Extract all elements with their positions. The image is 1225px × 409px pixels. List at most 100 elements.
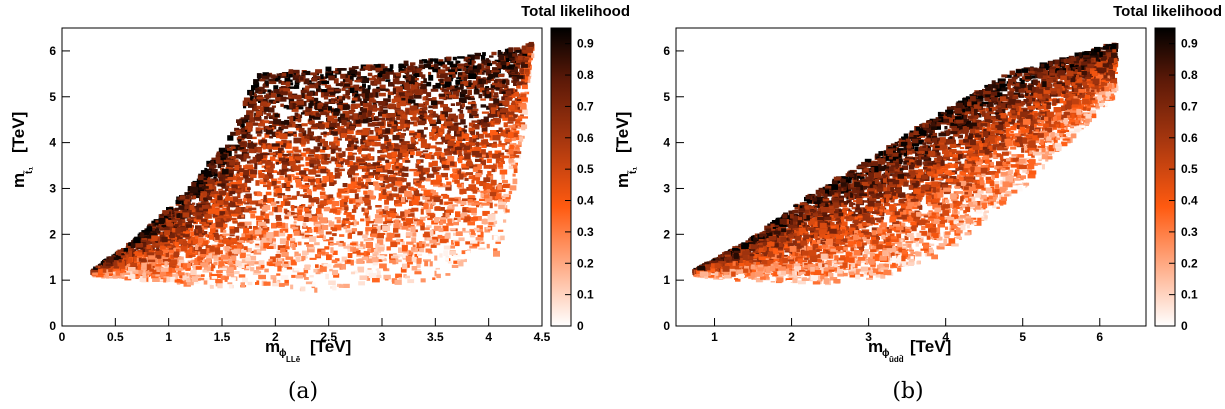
heatmap-cell: [480, 68, 488, 71]
heatmap-cell: [377, 247, 385, 252]
heatmap-cell: [200, 249, 207, 254]
heatmap-cell: [224, 276, 229, 282]
heatmap-cell: [253, 94, 257, 98]
heatmap-cell: [353, 173, 359, 176]
heatmap-cell: [373, 78, 382, 85]
heatmap-cell: [355, 197, 363, 203]
heatmap-cell: [256, 216, 264, 221]
heatmap-cell: [513, 151, 522, 154]
heatmap-cell: [238, 141, 246, 145]
heatmap-cell: [442, 194, 450, 199]
heatmap-cell: [438, 228, 444, 233]
heatmap-cell: [177, 220, 183, 226]
heatmap-cell: [379, 106, 384, 112]
heatmap-cell: [201, 177, 208, 180]
heatmap-cell: [352, 92, 357, 97]
heatmap-cell: [366, 252, 370, 256]
heatmap-cell: [404, 275, 410, 279]
heatmap-cell: [376, 172, 380, 176]
heatmap-cell: [277, 177, 285, 180]
heatmap-cell: [473, 89, 480, 95]
heatmap-cell: [272, 115, 278, 120]
heatmap-cell: [407, 144, 415, 148]
heatmap-cell: [195, 266, 202, 270]
heatmap-cell: [270, 75, 278, 78]
heatmap-cell: [291, 274, 296, 278]
heatmap-cell: [426, 201, 432, 205]
heatmap-cell: [272, 76, 281, 82]
heatmap-cell: [210, 227, 217, 230]
heatmap-cell: [258, 260, 265, 266]
heatmap-cell: [127, 245, 131, 249]
heatmap-cell: [306, 91, 314, 96]
heatmap-cell: [483, 194, 490, 199]
heatmap-cell: [175, 228, 181, 234]
heatmap-cell: [276, 273, 281, 276]
heatmap-cell: [235, 189, 243, 193]
heatmap-cell: [488, 175, 493, 180]
heatmap-cell: [362, 154, 366, 157]
heatmap-cell: [498, 74, 505, 78]
heatmap-cell: [520, 69, 527, 72]
heatmap-cell: [417, 253, 423, 256]
heatmap-cell: [250, 177, 254, 181]
heatmap-cell: [152, 278, 160, 282]
heatmap-cell: [230, 131, 238, 136]
heatmap-cell: [246, 254, 251, 257]
heatmap-cell: [339, 234, 345, 237]
heatmap-cell: [281, 139, 287, 146]
heatmap-cell: [169, 224, 177, 231]
heatmap-cell: [464, 68, 469, 74]
heatmap-cell: [259, 127, 265, 130]
heatmap-cell: [501, 113, 505, 119]
heatmap-cell: [392, 193, 399, 198]
heatmap-cell: [179, 227, 187, 233]
heatmap-cell: [496, 65, 502, 69]
heatmap-cell: [472, 189, 478, 194]
heatmap-cell: [376, 209, 380, 214]
heatmap-cell: [260, 264, 265, 269]
heatmap-cell: [394, 219, 400, 225]
heatmap-cell: [301, 204, 306, 207]
heatmap-cell: [503, 132, 510, 138]
heatmap-cell: [453, 151, 458, 155]
heatmap-cell: [288, 93, 293, 97]
heatmap-cell: [426, 92, 432, 98]
heatmap-cell: [394, 181, 403, 186]
heatmap-cell: [310, 149, 316, 152]
heatmap-cell: [289, 211, 295, 215]
heatmap-cell: [300, 152, 307, 157]
heatmap-cell: [464, 94, 470, 99]
heatmap-cell: [141, 242, 149, 248]
heatmap-cell: [376, 160, 382, 163]
heatmap-cell: [234, 154, 243, 159]
heatmap-cell: [415, 193, 423, 196]
heatmap-cell: [479, 241, 485, 244]
heatmap-cell: [437, 127, 445, 133]
heatmap-cell: [190, 216, 197, 222]
heatmap-cell: [210, 184, 215, 188]
heatmap-cell: [382, 106, 391, 109]
heatmap-cell: [320, 91, 327, 98]
heatmap-cell: [264, 116, 268, 120]
heatmap-cell: [219, 267, 227, 271]
heatmap-cell: [482, 52, 486, 56]
heatmap-cell: [470, 207, 477, 214]
heatmap-cell: [367, 153, 371, 159]
heatmap-cell: [210, 251, 215, 255]
heatmap-cell: [278, 159, 282, 164]
heatmap-cell: [227, 173, 233, 177]
heatmap-cell: [494, 203, 498, 207]
heatmap-cell: [476, 225, 483, 229]
heatmap-cell: [365, 178, 372, 183]
heatmap-cell: [307, 127, 312, 132]
heatmap-cell: [501, 65, 507, 69]
heatmap-cell: [402, 113, 408, 118]
heatmap-cell: [511, 137, 516, 141]
heatmap-cell: [303, 222, 307, 228]
heatmap-cell: [230, 249, 238, 254]
heatmap-cell: [362, 112, 367, 118]
heatmap-cell: [475, 173, 482, 178]
heatmap-cell: [313, 97, 319, 102]
heatmap-cell: [321, 249, 326, 253]
